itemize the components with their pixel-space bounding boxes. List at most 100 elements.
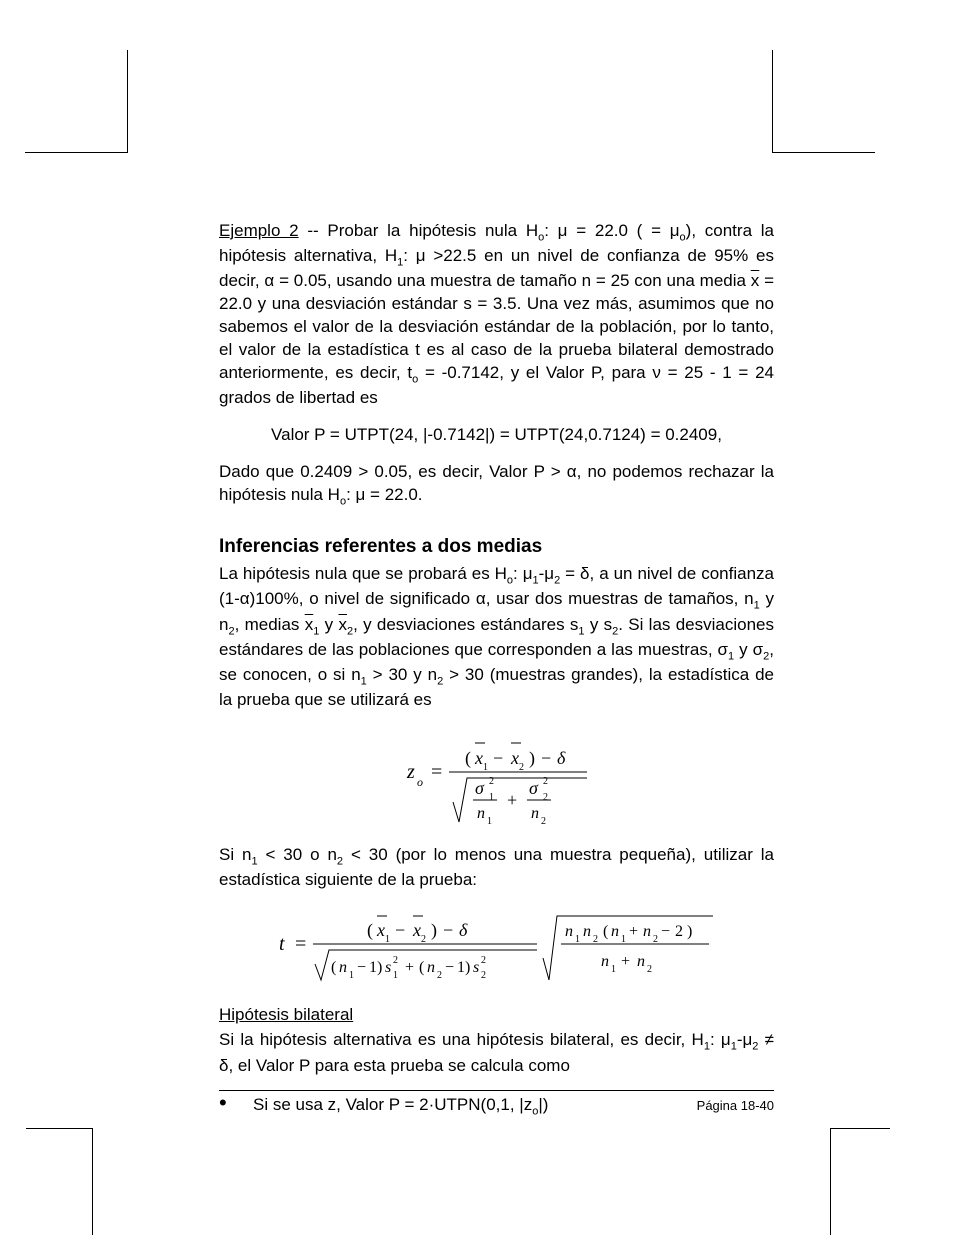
sigma: σ (475, 778, 485, 798)
one: 1 (369, 959, 377, 976)
section-heading: Inferencias referentes a dos medias (219, 534, 774, 560)
minus: − (443, 920, 453, 940)
z-symbol: z (406, 761, 415, 783)
rparen: ) (687, 923, 692, 940)
sup-2: 2 (393, 955, 398, 966)
pvalue-line: Valor P = UTPT(24, |-0.7142|) = UTPT(24,… (219, 424, 774, 447)
delta: δ (557, 748, 566, 768)
n: n (339, 959, 347, 976)
n: n (565, 923, 573, 940)
one: 1 (457, 959, 465, 976)
sub-2: 2 (519, 762, 524, 773)
footer-rule (219, 1090, 774, 1091)
n: n (531, 805, 539, 822)
equals: = (295, 933, 306, 955)
crop-mark (772, 152, 875, 153)
s: s (473, 959, 479, 976)
t-symbol: t (279, 933, 285, 955)
minus: − (541, 748, 551, 768)
sub-2: 2 (481, 970, 486, 981)
sub-2: 2 (543, 792, 548, 803)
sub-1: 1 (611, 964, 616, 975)
n: n (583, 923, 591, 940)
xbar: x (305, 616, 314, 633)
formula-t: t = ( x 1 − x 2 ) − δ ( n 1 (219, 908, 774, 988)
sub-2: 2 (421, 934, 426, 945)
rparen: ) (529, 748, 535, 769)
lparen: ( (603, 923, 608, 940)
x2: x (510, 748, 519, 768)
text: -μ (737, 1030, 752, 1049)
x2: x (412, 920, 421, 940)
equals: = (431, 761, 442, 783)
crop-mark (830, 1128, 831, 1235)
delta: δ (459, 920, 468, 940)
text: Dado que 0.2409 > 0.05, es decir, Valor … (219, 462, 774, 504)
lparen: ( (419, 959, 424, 976)
sub-2: 2 (593, 934, 598, 945)
minus: − (395, 920, 405, 940)
section-paragraph: La hipótesis nula que se probará es Ho: … (219, 563, 774, 712)
minus: − (445, 959, 454, 976)
text: Si la hipótesis alternativa es una hipót… (219, 1030, 704, 1049)
example-label: Ejemplo 2 (219, 221, 299, 240)
text: : μ = 22.0. (346, 485, 422, 504)
x1: x (376, 920, 385, 940)
crop-mark (772, 50, 773, 152)
minus: − (493, 748, 503, 768)
sub-2: 2 (647, 964, 652, 975)
text: < 30 o n (258, 845, 337, 864)
lparen: ( (465, 748, 471, 769)
n: n (637, 953, 645, 970)
text: , medias (235, 615, 305, 634)
page-number: Página 18-40 (219, 1097, 774, 1115)
minus: − (357, 959, 366, 976)
text: Si n (219, 845, 251, 864)
text: : μ = 22.0 ( = μ (544, 221, 679, 240)
text: y (319, 615, 338, 634)
small-sample-paragraph: Si n1 < 30 o n2 < 30 (por lo menos una m… (219, 844, 774, 892)
sub-1: 1 (487, 816, 492, 827)
sup-2: 2 (481, 955, 486, 966)
sup-2: 2 (489, 776, 494, 787)
sub-2: 2 (653, 934, 658, 945)
sub-o: o (417, 775, 423, 789)
n: n (601, 953, 609, 970)
n: n (611, 923, 619, 940)
sub-1: 1 (489, 792, 494, 803)
text: , y desviaciones estándares s (353, 615, 578, 634)
plus: + (507, 790, 517, 810)
n: n (643, 923, 651, 940)
text: : μ (513, 564, 532, 583)
xbar: x (751, 272, 760, 289)
rparen: ) (377, 959, 382, 976)
crop-mark (26, 1128, 93, 1129)
plus: + (629, 923, 638, 940)
rparen: ) (465, 959, 470, 976)
crop-mark (127, 50, 128, 152)
minus: − (661, 923, 670, 940)
crop-mark (25, 152, 128, 153)
sub-1: 1 (349, 970, 354, 981)
formula-z: z o = ( x 1 − x 2 ) − δ σ (219, 728, 774, 828)
bilateral-heading: Hipótesis bilateral (219, 1004, 774, 1027)
plus: + (405, 959, 414, 976)
crop-mark (830, 1128, 890, 1129)
text: y σ (734, 640, 763, 659)
rparen: ) (431, 920, 437, 941)
sub-2: 2 (541, 816, 546, 827)
sub-1: 1 (621, 934, 626, 945)
example-paragraph: Ejemplo 2 -- Probar la hipótesis nula Ho… (219, 220, 774, 410)
two: 2 (675, 923, 683, 940)
sup-2: 2 (543, 776, 548, 787)
sigma: σ (529, 778, 539, 798)
lparen: ( (367, 920, 373, 941)
n: n (427, 959, 435, 976)
text: -μ (539, 564, 554, 583)
conclusion-paragraph: Dado que 0.2409 > 0.05, es decir, Valor … (219, 461, 774, 509)
text: -- Probar la hipótesis nula H (299, 221, 538, 240)
xbar: x (338, 616, 347, 633)
text: La hipótesis nula que se probará es H (219, 564, 507, 583)
sub-1: 1 (385, 934, 390, 945)
s: s (385, 959, 391, 976)
